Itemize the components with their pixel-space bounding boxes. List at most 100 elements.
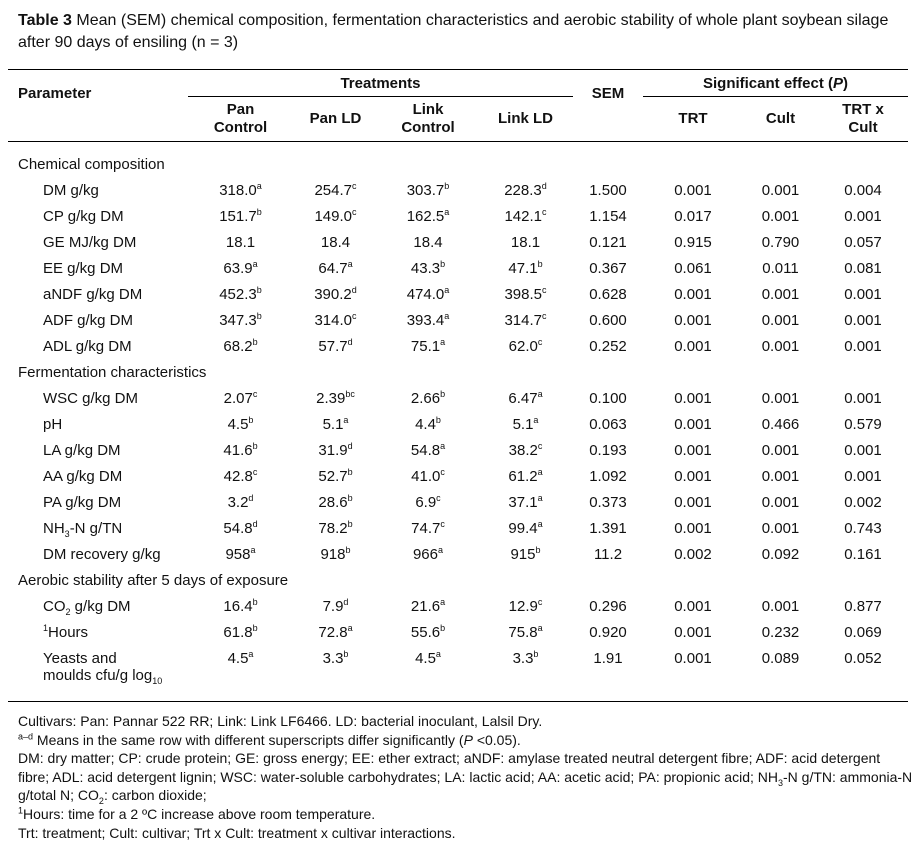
cell-cult: 0.001 xyxy=(761,312,800,329)
cell-link-ld: 915b xyxy=(510,545,541,564)
cell-trt-x-cult: 0.877 xyxy=(844,598,882,615)
cell-link-ld: 142.1c xyxy=(504,207,547,226)
header-significant-effect: Significant effect (P) xyxy=(643,69,908,97)
table-row: DM recovery g/kg 958a 918b 966a 915b 11.2 0.00… xyxy=(8,542,908,568)
header-link-control: Link Control xyxy=(401,101,455,136)
table-row: PA g/kg DM 3.2d 28.6b 6.9c 37.1a 0.373 0.001 0.… xyxy=(8,490,908,516)
cell-pan-control: 42.8c xyxy=(223,467,258,486)
cell-trt-x-cult: 0.002 xyxy=(844,494,882,511)
footnote-means: a–d Means in the same row with different… xyxy=(18,730,521,748)
cell-pan-ld: 78.2b xyxy=(318,519,353,538)
header-pan-control: Pan Control xyxy=(213,101,268,136)
footnote-cultivars: Cultivars: Pan: Pannar 522 RR; Link: Lin… xyxy=(18,713,543,729)
cell-pan-ld: 18.4 xyxy=(320,234,351,251)
header-parameter: Parameter xyxy=(18,85,92,102)
table-row: WSC g/kg DM 2.07c 2.39bc 2.66b 6.47a 0.100 0.0… xyxy=(8,386,908,412)
cell-sem: 1.500 xyxy=(589,182,627,199)
table-row: ADL g/kg DM 68.2b 57.7d 75.1a 62.0c 0.252 0.00… xyxy=(8,334,908,360)
cell-pan-control: 4.5a xyxy=(227,648,254,667)
header-link-ld: Link LD xyxy=(498,110,553,127)
cell-trt: 0.001 xyxy=(674,390,712,407)
cell-cult: 0.001 xyxy=(761,338,800,355)
table-row: pH 4.5b 5.1a 4.4b 5.1a 0.063 0.001 0.466 0.579 xyxy=(8,412,908,438)
cell-sem: 11.2 xyxy=(593,546,623,563)
cell-pan-ld: 72.8a xyxy=(318,623,353,642)
cell-sem: 0.628 xyxy=(589,286,627,303)
cell-pan-ld: 52.7b xyxy=(318,467,353,486)
cell-sem: 0.252 xyxy=(589,338,627,355)
cell-trt: 0.001 xyxy=(674,338,712,355)
section-fermentation-characteristics: Fermentation characteristics xyxy=(18,364,207,381)
cell-sem: 0.121 xyxy=(589,234,627,251)
row-parameter: ADF g/kg DM xyxy=(43,312,134,329)
cell-link-control: 55.6b xyxy=(410,623,446,642)
footnote-treatment: Trt: treatment; Cult: cultivar; Trt x Cu… xyxy=(18,824,456,841)
cell-sem: 1.154 xyxy=(589,208,627,225)
footnote-hours: 1Hours: time for a 2 ºC increase above r… xyxy=(18,805,376,822)
cell-pan-ld: 31.9d xyxy=(318,441,353,460)
row-parameter: Yeasts and moulds cfu/g log10 xyxy=(43,649,163,686)
cell-trt-x-cult: 0.001 xyxy=(844,286,882,303)
header-treatments: Treatments xyxy=(188,69,573,97)
footnote-abbreviations: DM: dry matter; CP: crude protein; GE: g… xyxy=(18,750,913,807)
cell-trt: 0.061 xyxy=(674,260,712,277)
header-trt-x-cult: TRT x Cult xyxy=(842,101,884,136)
table-row: aNDF g/kg DM 452.3b 390.2d 474.0a 398.5c 0.62… xyxy=(8,282,908,308)
cell-link-control: 6.9c xyxy=(415,493,441,512)
cell-pan-ld: 64.7a xyxy=(318,259,353,278)
cell-link-control: 41.0c xyxy=(411,467,445,486)
cell-link-control: 4.5a xyxy=(415,648,441,667)
cell-trt-x-cult: 0.069 xyxy=(844,624,882,641)
cell-trt: 0.001 xyxy=(674,182,712,199)
cell-cult: 0.011 xyxy=(762,260,799,277)
cell-trt: 0.001 xyxy=(674,649,712,667)
table-row: NH3-N g/TN 54.8d 78.2b 74.7c 99.4a 1.391 0.001… xyxy=(8,516,908,542)
section-chemical-composition: Chemical composition xyxy=(18,156,165,173)
table-row: CP g/kg DM 151.7b 149.0c 162.5a 142.1c 1.154 0… xyxy=(8,204,908,230)
cell-trt: 0.002 xyxy=(674,546,712,563)
cell-pan-control: 54.8d xyxy=(223,519,258,538)
cell-cult: 0.001 xyxy=(761,208,800,225)
cell-trt: 0.001 xyxy=(674,468,712,485)
cell-cult: 0.001 xyxy=(761,442,800,459)
row-parameter: EE g/kg DM xyxy=(43,260,124,277)
cell-pan-control: 2.07c xyxy=(223,389,258,408)
cell-link-ld: 47.1b xyxy=(508,259,543,278)
cell-pan-ld: 2.39bc xyxy=(316,389,355,408)
cell-sem: 1.391 xyxy=(589,520,627,537)
cell-link-control: 43.3b xyxy=(410,259,446,278)
table-body: Chemical composition DM g/kg 318.0a 254.7c… xyxy=(8,142,908,692)
cell-trt-x-cult: 0.001 xyxy=(844,312,882,329)
cell-link-control: 162.5a xyxy=(406,207,450,226)
cell-trt: 0.017 xyxy=(674,208,712,225)
cell-link-ld: 61.2a xyxy=(508,467,543,486)
table-row: EE g/kg DM 63.9a 64.7a 43.3b 47.1b 0.367 0.061… xyxy=(8,256,908,282)
cell-pan-ld: 149.0c xyxy=(314,207,357,226)
table-row: LA g/kg DM 41.6b 31.9d 54.8a 38.2c 0.193 0.001… xyxy=(8,438,908,464)
row-parameter: 1Hours xyxy=(43,623,89,642)
cell-pan-ld: 5.1a xyxy=(322,415,349,434)
cell-sem: 0.100 xyxy=(589,390,627,407)
cell-trt-x-cult: 0.081 xyxy=(844,260,882,277)
cell-link-ld: 99.4a xyxy=(508,519,543,538)
cell-trt: 0.001 xyxy=(674,442,712,459)
cell-cult: 0.790 xyxy=(761,234,800,251)
cell-trt-x-cult: 0.001 xyxy=(844,390,882,407)
cell-link-control: 18.4 xyxy=(413,234,443,251)
cell-sem: 0.063 xyxy=(589,416,627,433)
cell-link-control: 75.1a xyxy=(410,337,446,356)
cell-pan-ld: 57.7d xyxy=(318,337,353,356)
cell-cult: 0.466 xyxy=(761,416,800,433)
cell-trt-x-cult: 0.001 xyxy=(844,338,882,355)
cell-link-ld: 75.8a xyxy=(508,623,543,642)
cell-link-ld: 62.0c xyxy=(508,337,543,356)
cell-cult: 0.001 xyxy=(761,390,800,407)
cell-pan-control: 41.6b xyxy=(223,441,258,460)
cell-pan-ld: 254.7c xyxy=(314,181,357,200)
caption-text: Mean (SEM) chemical composition, ferment… xyxy=(18,12,889,51)
cell-sem: 0.600 xyxy=(589,312,627,329)
cell-link-ld: 314.7c xyxy=(504,311,547,330)
cell-cult: 0.089 xyxy=(761,649,800,667)
table-row: GE MJ/kg DM 18.1 18.4 18.4 18.1 0.121 0.915 0.7… xyxy=(8,230,908,256)
cell-link-control: 2.66b xyxy=(410,389,446,408)
